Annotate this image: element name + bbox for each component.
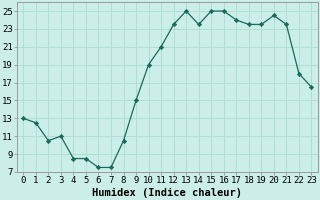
- X-axis label: Humidex (Indice chaleur): Humidex (Indice chaleur): [92, 188, 242, 198]
